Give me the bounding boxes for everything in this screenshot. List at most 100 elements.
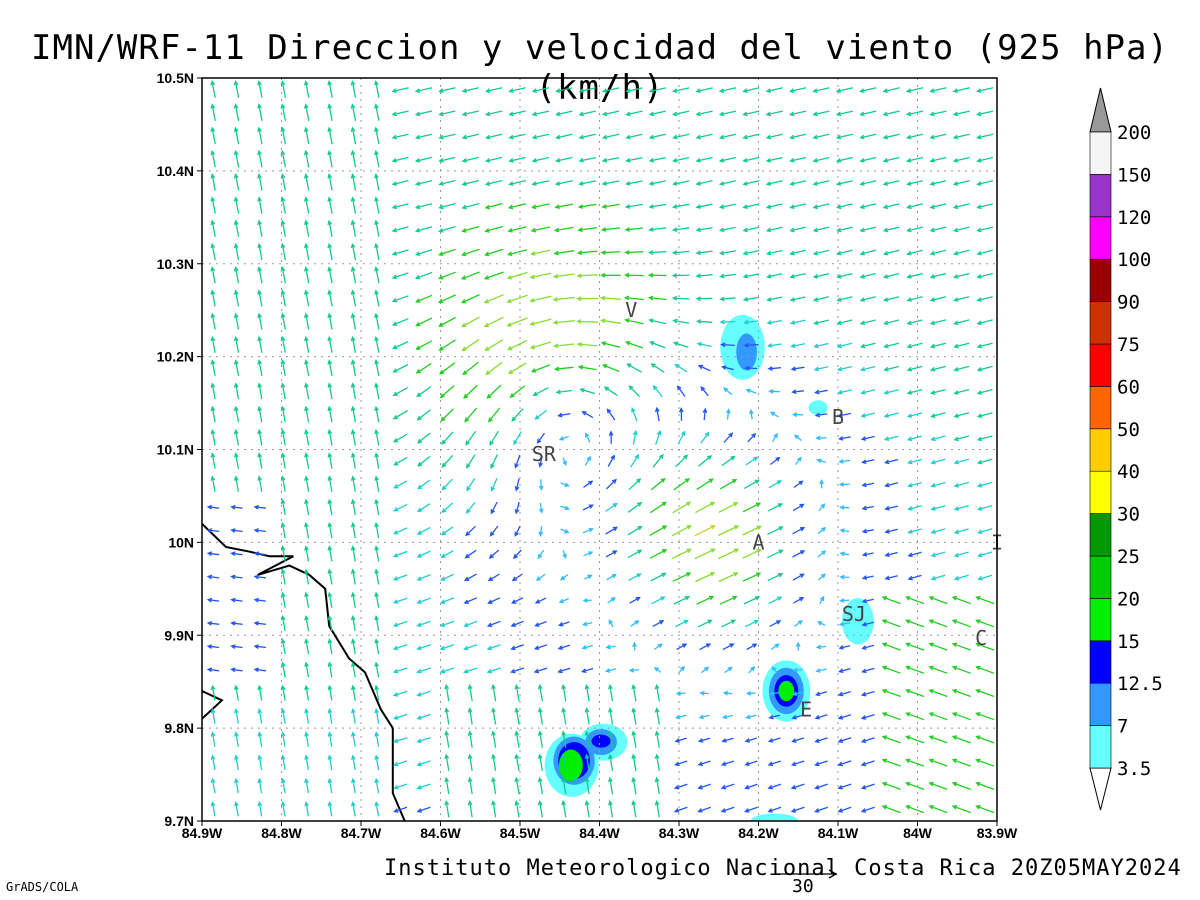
wind-vector [206, 597, 220, 603]
wind-vector [374, 591, 380, 608]
wind-vector [627, 525, 643, 536]
wind-vector [906, 388, 923, 395]
wind-vector [631, 407, 638, 422]
wind-vector [507, 362, 527, 375]
wind-vector [206, 644, 220, 649]
wind-vector [928, 735, 948, 744]
wind-vector [507, 203, 527, 210]
wind-vector [374, 545, 380, 562]
wind-vector [671, 227, 690, 233]
wind-vector [467, 730, 473, 748]
wind-vector [905, 688, 925, 698]
wind-vector [884, 575, 898, 581]
wind-vector [257, 196, 263, 214]
wind-vector [929, 365, 946, 372]
wind-vector [463, 644, 478, 651]
wind-vector [485, 133, 503, 140]
wind-vector [976, 156, 994, 163]
wind-vector [392, 644, 408, 651]
colorbar: 3.5 7 12.5 15 20 25 30 40 50 60 75 90 100 120 150 200 [1089, 87, 1163, 811]
wind-vector [257, 777, 263, 794]
shaded-area [736, 333, 757, 371]
wind-vector [838, 621, 850, 627]
colorbar-label: 100 [1117, 249, 1151, 271]
wind-vector [837, 714, 852, 720]
wind-vector [603, 386, 618, 397]
wind-vector [488, 549, 500, 559]
wind-vector [905, 781, 925, 791]
wind-vector [233, 196, 240, 214]
wind-vector [486, 620, 501, 628]
wind-vector [819, 478, 824, 489]
colorbar-label: 3.5 [1117, 758, 1151, 780]
wind-vector [860, 435, 875, 441]
wind-vector [304, 754, 310, 771]
wind-vector [438, 225, 456, 233]
wind-vector [280, 684, 286, 701]
colorbar-label: 12.5 [1117, 673, 1163, 695]
wind-vector [210, 684, 216, 701]
wind-vector [304, 800, 310, 817]
wind-vector [233, 149, 240, 168]
wind-vector [485, 87, 503, 94]
wind-vector [770, 411, 779, 418]
wind-vector [350, 173, 357, 191]
wind-vector [654, 776, 660, 795]
wind-vector [444, 753, 450, 772]
wind-vector [881, 781, 901, 791]
wind-vector [210, 335, 216, 353]
wind-vector [233, 126, 240, 145]
wind-vector [303, 126, 310, 145]
coastline [202, 523, 406, 821]
wind-vector [280, 800, 286, 817]
wind-vector [792, 527, 806, 535]
wind-vector [976, 249, 993, 256]
wind-vector [626, 363, 643, 373]
wind-vector [233, 266, 240, 284]
wind-vector [234, 707, 239, 724]
wind-vector [721, 619, 737, 628]
wind-vector [230, 551, 243, 557]
wind-vector [748, 408, 754, 420]
colorbar-swatch [1089, 131, 1112, 175]
wind-vector [233, 103, 240, 122]
wind-vector [230, 620, 243, 626]
wind-vector [581, 667, 594, 674]
wind-vector [953, 435, 970, 442]
wind-vector [929, 87, 947, 94]
wind-vector [765, 180, 783, 186]
wind-vector [303, 289, 310, 307]
wind-vector [725, 408, 731, 420]
wind-vector [837, 783, 852, 790]
wind-vector [327, 335, 333, 353]
wind-vector [976, 87, 994, 94]
wind-vector [837, 412, 852, 418]
wind-vector [374, 452, 380, 469]
wind-vector [654, 707, 660, 725]
wind-vector [304, 405, 310, 423]
wind-vector [745, 619, 759, 628]
wind-vector [608, 430, 614, 444]
wind-vector [304, 661, 310, 678]
wind-vector [696, 478, 714, 490]
wind-vector [859, 249, 877, 256]
wind-vector [584, 432, 591, 443]
wind-vector [767, 783, 782, 790]
wind-vector [742, 180, 760, 186]
wind-vector [632, 641, 637, 651]
wind-vector [230, 504, 243, 510]
wind-vector [905, 87, 924, 94]
wind-vector [374, 80, 380, 98]
wind-vector [414, 271, 433, 280]
wind-vector [461, 225, 480, 233]
colorbar-swatch [1089, 598, 1112, 642]
wind-vector [560, 528, 570, 534]
wind-vector [233, 312, 240, 330]
wind-vector [928, 781, 948, 791]
wind-vector [817, 573, 826, 581]
wind-vector [770, 643, 780, 651]
wind-vector [416, 760, 431, 767]
wind-vector [953, 319, 970, 326]
wind-vector [510, 620, 524, 627]
wind-vector [533, 644, 548, 651]
